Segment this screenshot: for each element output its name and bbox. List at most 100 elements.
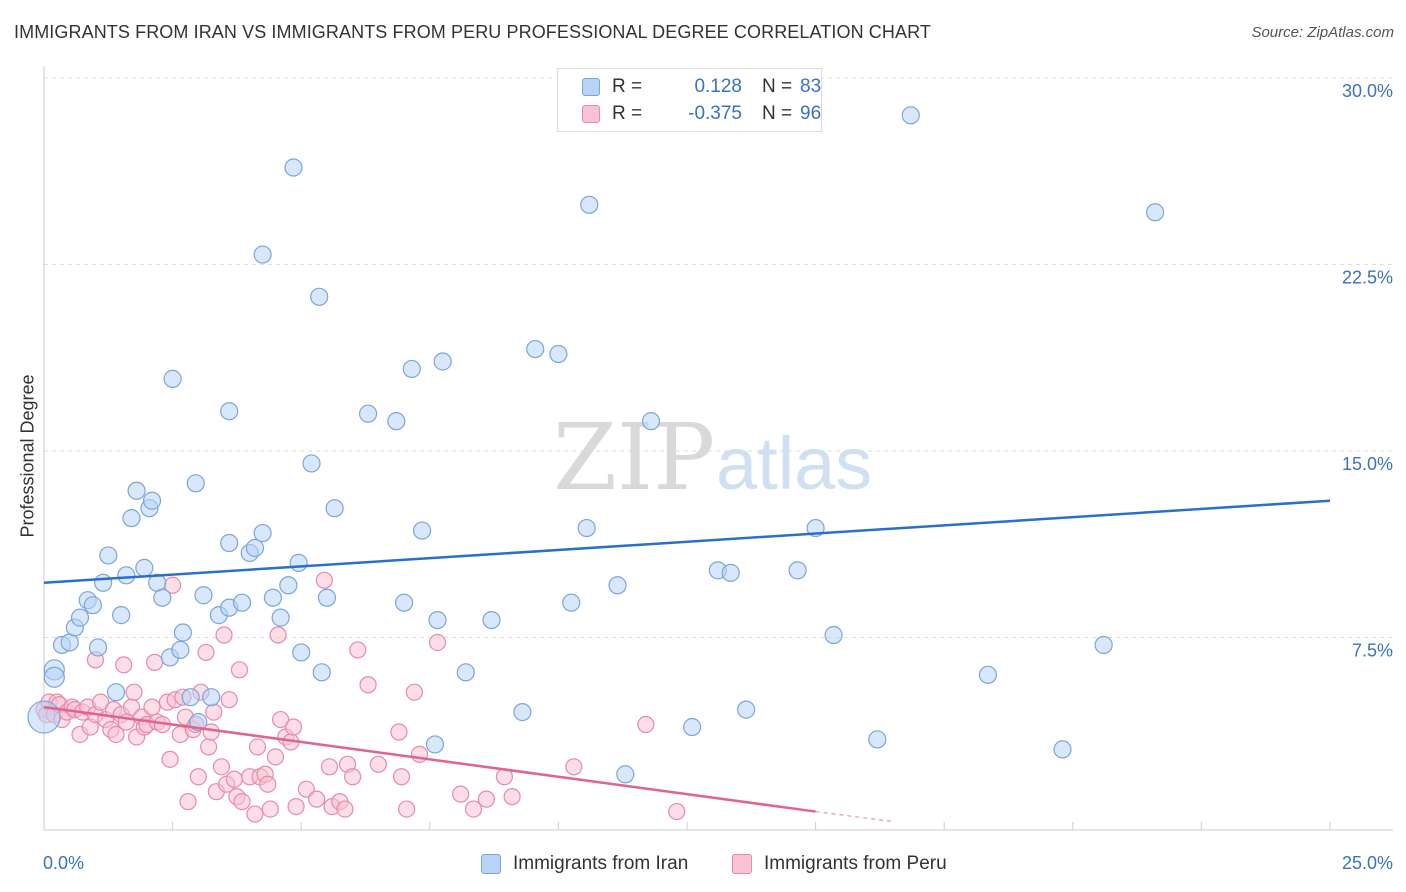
iran-point — [289, 553, 308, 573]
peru-point — [284, 718, 303, 736]
peru-point — [179, 793, 197, 811]
watermark-atlas: atlas — [716, 422, 872, 505]
peru-point — [315, 571, 333, 589]
peru-point — [428, 633, 447, 652]
iran-point — [112, 606, 131, 625]
iran-point — [88, 638, 108, 657]
peru-point — [212, 758, 231, 776]
legend-swatch-peru — [582, 105, 600, 123]
legend-row-peru: R = -0.375 N = 96 — [582, 101, 821, 127]
iran-point — [402, 359, 421, 379]
bottom-legend-swatch-peru — [732, 854, 752, 874]
peru-point — [349, 641, 367, 659]
iran-point — [302, 454, 321, 473]
peru-point — [272, 710, 290, 729]
iran-point — [263, 588, 283, 607]
iran-point — [721, 563, 740, 582]
y-tick-label: 22.5% — [1342, 268, 1393, 288]
iran-point — [284, 158, 303, 177]
iran-point — [99, 546, 118, 565]
iran-point — [220, 402, 239, 421]
peru-point — [246, 805, 264, 823]
iran-point — [978, 665, 998, 684]
peru-point — [320, 758, 339, 776]
peru-point — [107, 725, 125, 744]
stats-legend: R = 0.128 N = 83 R = -0.375 N = 96 — [557, 68, 822, 132]
y-tick-label: 7.5% — [1352, 641, 1393, 661]
iran-point — [83, 596, 102, 615]
legend-row-iran: R = 0.128 N = 83 — [582, 74, 821, 100]
legend-n-label: N = — [762, 76, 793, 97]
iran-point — [279, 576, 298, 595]
bottom-legend-label-peru: Immigrants from Peru — [764, 853, 947, 874]
iran-point — [292, 643, 311, 662]
iran-point — [122, 509, 141, 528]
iran-point — [271, 608, 290, 627]
peru-point — [125, 683, 143, 701]
peru-point — [405, 683, 423, 701]
iran-trend-line — [43, 499, 1331, 585]
peru-point — [452, 785, 470, 803]
peru-point — [91, 693, 110, 711]
legend-swatch-iran — [582, 78, 600, 96]
peru-point — [205, 703, 223, 721]
iran-point — [868, 730, 887, 749]
iran-point — [549, 344, 568, 364]
peru-point — [390, 723, 408, 741]
peru-point — [145, 653, 164, 671]
iran-point — [181, 688, 200, 707]
legend-r-label: R = — [612, 103, 643, 124]
iran-point — [513, 702, 532, 722]
iran-point — [171, 640, 190, 660]
iran-point — [153, 588, 172, 607]
bottom-legend-peru: Immigrants from Peru — [732, 852, 947, 876]
iran-point — [135, 558, 154, 577]
peru-point — [308, 790, 326, 808]
iran-point — [127, 481, 146, 500]
iran-point — [412, 521, 432, 540]
peru-point — [115, 656, 133, 674]
iran-point — [387, 412, 406, 431]
iran-point — [824, 625, 843, 645]
peru-trend-extension — [815, 810, 893, 823]
iran-point — [482, 610, 501, 630]
peru-point — [220, 691, 238, 709]
peru-point — [565, 758, 583, 776]
iran-point — [1053, 740, 1072, 759]
legend-n-value-peru: 96 — [800, 103, 822, 124]
iran-point — [1094, 635, 1113, 655]
iran-point — [325, 499, 344, 518]
x-tick-label-min: 0.0% — [43, 853, 84, 873]
iran-point — [683, 717, 702, 737]
x-tick-labels: 0.0% 25.0% — [43, 853, 1393, 873]
peru-trend-line — [43, 705, 816, 813]
iran-point — [163, 369, 182, 388]
iran-point — [220, 533, 239, 553]
legend-n-label: N = — [762, 103, 793, 124]
peru-point — [297, 780, 315, 798]
iran-point — [253, 245, 272, 264]
peru-point — [398, 800, 416, 818]
iran-point — [428, 610, 447, 630]
iran-point — [394, 593, 414, 612]
iran-point — [616, 765, 635, 784]
peru-point — [200, 738, 218, 756]
iran-point — [456, 663, 475, 682]
source-label: Source: ZipAtlas.com — [1251, 24, 1394, 41]
bottom-legend-iran: Immigrants from Iran — [481, 852, 688, 876]
peru-point — [143, 698, 161, 716]
iran-point — [1146, 203, 1165, 222]
trend-lines — [43, 499, 1331, 823]
iran-point — [70, 608, 90, 627]
y-tick-label: 30.0% — [1342, 81, 1393, 101]
peru-point — [344, 768, 362, 786]
iran-point — [106, 683, 126, 702]
iran-point — [641, 412, 661, 431]
peru-point — [336, 800, 354, 818]
iran-point — [194, 586, 213, 605]
peru-point — [259, 775, 277, 793]
watermark: ZIP atlas — [553, 404, 872, 511]
iran-point — [901, 106, 920, 125]
peru-point — [261, 800, 279, 818]
